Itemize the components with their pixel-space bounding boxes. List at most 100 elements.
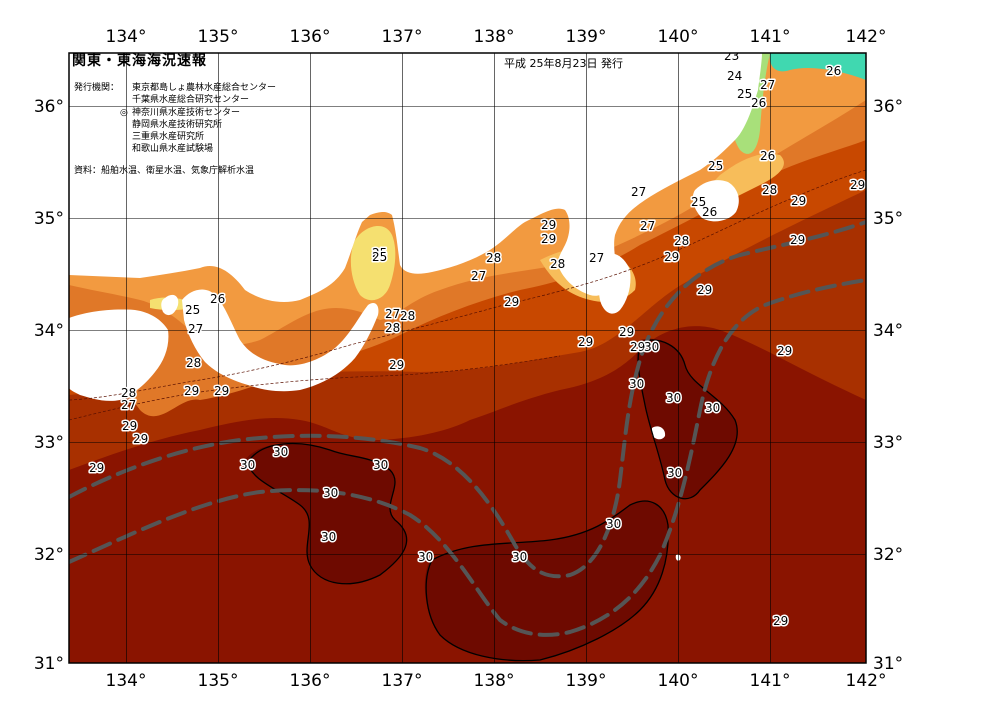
contour-30-west xyxy=(247,442,408,585)
land-small-islet xyxy=(675,554,681,561)
lon-label: 142° xyxy=(846,27,887,47)
land-izu-peninsula xyxy=(598,253,631,314)
isotherm-label: 26 xyxy=(826,64,841,78)
lon-label: 137° xyxy=(382,671,423,691)
isotherm-label: 25 xyxy=(691,195,706,209)
isotherm-label: 28 xyxy=(486,251,501,265)
isotherm-label: 29 xyxy=(850,178,865,192)
lon-label: 135° xyxy=(198,27,239,47)
longitude-labels-top: 134° 135° 136° 137° 138° 139° 140° 141° … xyxy=(106,27,887,47)
isotherm-label: 29 xyxy=(541,218,556,232)
land-hachijo-island xyxy=(652,426,666,440)
lat-label: 31° xyxy=(34,654,64,674)
warm-core-izu xyxy=(636,338,738,499)
lon-label: 139° xyxy=(566,27,607,47)
isotherm-label: 30 xyxy=(629,377,644,391)
data-source: 資料：船舶水温、衛星水温、気象庁解析水温 xyxy=(74,166,255,176)
isotherm-label: 28 xyxy=(121,386,136,400)
lon-label: 134° xyxy=(106,27,147,47)
lat-label: 31° xyxy=(873,654,903,674)
lat-label: 35° xyxy=(873,209,903,229)
contour-30-izu xyxy=(637,339,738,500)
isotherm-label: 30 xyxy=(644,340,659,354)
issuer-item: ◎ 神奈川県水産技術センター xyxy=(120,107,241,118)
lat-label: 32° xyxy=(873,545,903,565)
lon-label: 134° xyxy=(106,671,147,691)
issuer-item: 三重県水産研究所 xyxy=(132,132,205,143)
lon-label: 140° xyxy=(658,27,699,47)
graticule xyxy=(69,53,866,663)
isotherm-label: 24 xyxy=(727,69,742,83)
lon-label: 136° xyxy=(290,27,331,47)
lat-label: 33° xyxy=(34,433,64,453)
isotherm-label: 29 xyxy=(777,344,792,358)
lon-label: 138° xyxy=(474,27,515,47)
isotherm-label: 28 xyxy=(550,257,565,271)
isotherm-label: 29 xyxy=(214,384,229,398)
isotherm-label: 30 xyxy=(512,550,527,564)
isotherm-label: 25 xyxy=(372,250,387,264)
isotherm-label: 25 xyxy=(708,159,723,173)
issuing-agencies: 発行機関： 東京都島しょ農林水産総合センター 千葉県水産総合研究センター ◎ 神奈… xyxy=(74,82,276,156)
isotherm-label: 29 xyxy=(664,250,679,264)
isotherm-label: 30 xyxy=(321,530,336,544)
land-kii-peninsula xyxy=(182,289,379,392)
issuer-item: 東京都島しょ農林水産総合センター xyxy=(132,83,277,93)
isotherm-label: 27 xyxy=(631,185,646,199)
lon-label: 139° xyxy=(566,671,607,691)
offshore-ne-cool xyxy=(769,53,866,80)
lat-label: 36° xyxy=(873,97,903,117)
lon-label: 138° xyxy=(474,671,515,691)
isotherm-label: 30 xyxy=(373,458,388,472)
kuroshio-axis xyxy=(69,220,866,637)
lat-label: 34° xyxy=(873,321,903,341)
latitude-labels-left: 36° 35° 34° 33° 32° 31° xyxy=(34,97,64,674)
isotherm-label: 29 xyxy=(89,461,104,475)
map-surface: 23 24 25 26 27 26 25 26 28 29 29 29 25 2… xyxy=(69,49,867,663)
contour-29-west xyxy=(69,355,561,421)
lon-label: 141° xyxy=(750,671,791,691)
issuer-item: 和歌山県水産試験場 xyxy=(132,144,214,155)
warm-core-west xyxy=(245,443,407,584)
lon-label: 137° xyxy=(382,27,423,47)
issuer-list: 東京都島しょ農林水産総合センター 千葉県水産総合研究センター ◎ 神奈川県水産技術… xyxy=(120,82,277,156)
issuers-label: 発行機関： xyxy=(74,83,120,93)
isotherm-label: 29 xyxy=(630,340,645,354)
issuer-item: 静岡県水産技術研究所 xyxy=(132,119,223,130)
isotherm-label: 25 xyxy=(185,303,200,317)
isotherm-label: 27 xyxy=(121,398,136,412)
isotherm-label: 28 xyxy=(385,321,400,335)
land xyxy=(69,53,762,561)
isotherm-label: 25 xyxy=(372,246,387,260)
isotherm-label: 29 xyxy=(541,232,556,246)
isotherm-label: 26 xyxy=(702,205,717,219)
issuer-item: 千葉県水産総合研究センター xyxy=(132,95,250,106)
warm-core-south xyxy=(424,501,669,661)
isotherm-label: 29 xyxy=(122,419,137,433)
issue-date: 平成 25年8月23日 発行 xyxy=(504,57,623,70)
land-shikoku xyxy=(69,309,169,401)
lon-label: 142° xyxy=(846,671,887,691)
isotherm-label: 30 xyxy=(418,550,433,564)
fine-contours xyxy=(69,169,866,421)
isotherm-label: 26 xyxy=(210,292,225,306)
isotherm-label: 29 xyxy=(619,325,634,339)
isotherm-label: 28 xyxy=(400,309,415,323)
land-awaji-island xyxy=(161,294,179,316)
land-sado-fragment xyxy=(292,207,304,224)
isotherm-label: 28 xyxy=(674,234,689,248)
isotherm-label: 30 xyxy=(323,486,338,500)
isotherm-label: 29 xyxy=(578,335,593,349)
lat-label: 35° xyxy=(34,209,64,229)
isotherm-label: 23 xyxy=(724,49,739,63)
isotherm-label: 27 xyxy=(188,322,203,336)
ise-bay-yellow xyxy=(350,225,396,301)
solid-contours-30 xyxy=(247,339,738,662)
lon-label: 136° xyxy=(290,671,331,691)
isotherm-label: 30 xyxy=(606,517,621,531)
lon-label: 135° xyxy=(198,671,239,691)
isotherm-labels: 23 24 25 26 27 26 25 26 28 29 29 29 25 2… xyxy=(88,49,867,630)
land-ne-fragment xyxy=(704,95,718,106)
isotherm-label: 28 xyxy=(186,356,201,370)
